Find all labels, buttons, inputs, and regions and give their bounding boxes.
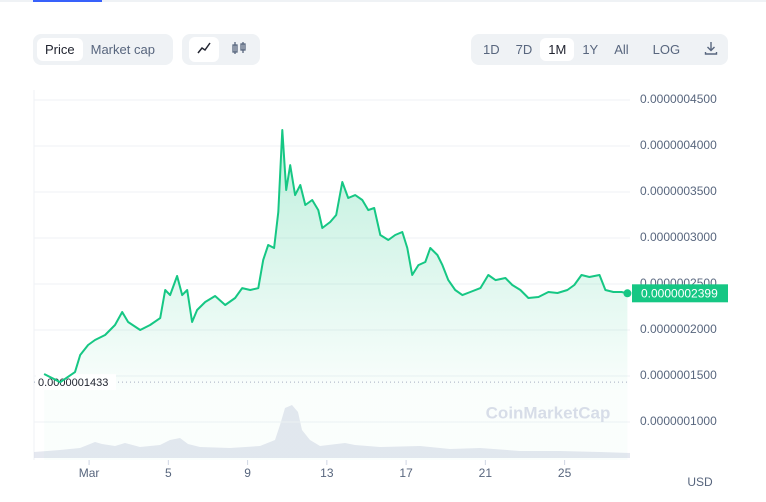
y-tick-label: 0.0000003500 — [640, 184, 717, 198]
y-tick-label: 0.0000001500 — [640, 368, 717, 382]
watermark: CoinMarketCap — [486, 403, 611, 422]
range-button[interactable]: 1D — [483, 42, 500, 57]
y-tick-label: 0.0000002000 — [640, 322, 717, 336]
min-price-bg — [36, 374, 116, 391]
top-rule — [0, 0, 766, 2]
price-area — [44, 130, 628, 460]
price-button[interactable]: Price — [37, 38, 83, 61]
x-tick-label: 5 — [165, 466, 172, 480]
currency-label: USD — [687, 475, 713, 489]
y-tick-label: 0.0000004500 — [640, 92, 717, 106]
x-tick-label: 9 — [244, 466, 251, 480]
y-tick-label: 0.0000004000 — [640, 138, 717, 152]
candle-icon — [231, 42, 246, 54]
x-tick-label: Mar — [79, 466, 100, 480]
last-price-label: 0.0000002399 — [641, 286, 718, 300]
range-button[interactable]: 7D — [515, 42, 533, 57]
last-price-tag — [632, 284, 728, 303]
y-tick-label: 0.0000003000 — [640, 230, 717, 244]
market-cap-button[interactable]: Market cap — [90, 42, 155, 57]
range-button[interactable]: 1Y — [582, 42, 599, 57]
download-icon — [704, 42, 718, 55]
x-tick-label: 13 — [320, 466, 334, 480]
range-button[interactable]: 1M — [540, 38, 575, 61]
range-toggle: 1D 7D 1M 1Y All LOG — [471, 34, 728, 65]
price-line — [43, 129, 628, 384]
range-button[interactable]: All — [614, 42, 629, 57]
x-tick-label: 25 — [558, 466, 572, 480]
line-icon — [196, 42, 211, 54]
y-tick-label: 0.0000001000 — [640, 414, 717, 428]
x-tick-label: 17 — [399, 466, 413, 480]
download-button[interactable] — [696, 37, 726, 62]
line-chart-button[interactable] — [188, 37, 219, 62]
x-tick-label: 21 — [479, 466, 493, 480]
metric-toggle: Price Market cap — [33, 34, 173, 65]
chart-type-toggle — [182, 34, 260, 65]
candle-chart-button[interactable] — [224, 37, 254, 62]
min-price-label: 0.0000001433 — [38, 377, 108, 389]
last-price-dot — [623, 289, 632, 298]
log-button[interactable]: LOG — [652, 42, 681, 57]
top-tab-underline — [33, 0, 102, 2]
